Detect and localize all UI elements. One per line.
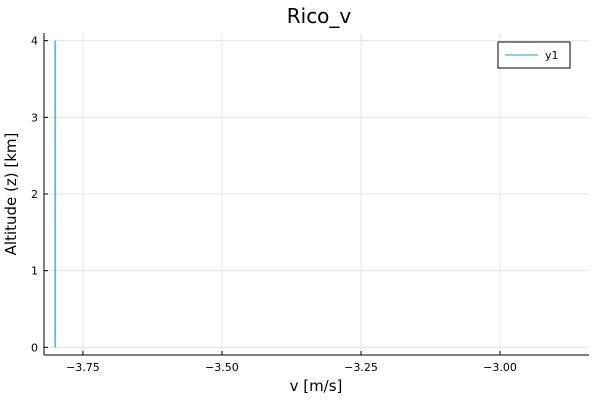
y-tick-label: 0	[31, 341, 38, 354]
y-axis-label: Altitude (z) [km]	[2, 133, 20, 256]
chart-title: Rico_v	[287, 4, 352, 28]
x-tick-label: −3.00	[483, 361, 517, 374]
x-tick-label: −3.25	[344, 361, 378, 374]
legend: y1	[497, 41, 571, 69]
x-tick-label: −3.75	[66, 361, 100, 374]
legend-series-label: y1	[545, 49, 559, 62]
y-tick-label: 2	[31, 188, 38, 201]
y-tick-label: 1	[31, 265, 38, 278]
grid	[44, 33, 589, 355]
x-ticks: −3.75 −3.50 −3.25 −3.00	[66, 351, 517, 374]
y-ticks: 0 1 2 3 4	[31, 35, 48, 354]
x-axis-label: v [m/s]	[290, 377, 343, 395]
y-tick-label: 3	[31, 111, 38, 124]
y-tick-label: 4	[31, 35, 38, 48]
x-tick-label: −3.50	[205, 361, 239, 374]
